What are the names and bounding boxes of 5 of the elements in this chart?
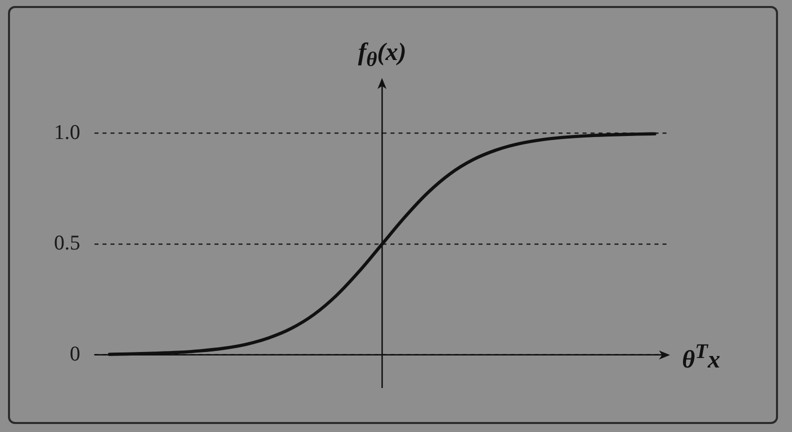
x-axis-title: θ$^{T}$x <box>682 338 720 374</box>
y-tick-label: 0.5 <box>54 230 80 255</box>
y-axis-title: f$_{θ}$(x) <box>358 39 406 71</box>
y-tick-label: 0 <box>70 341 80 366</box>
y-tick-label: 1.0 <box>54 120 80 144</box>
